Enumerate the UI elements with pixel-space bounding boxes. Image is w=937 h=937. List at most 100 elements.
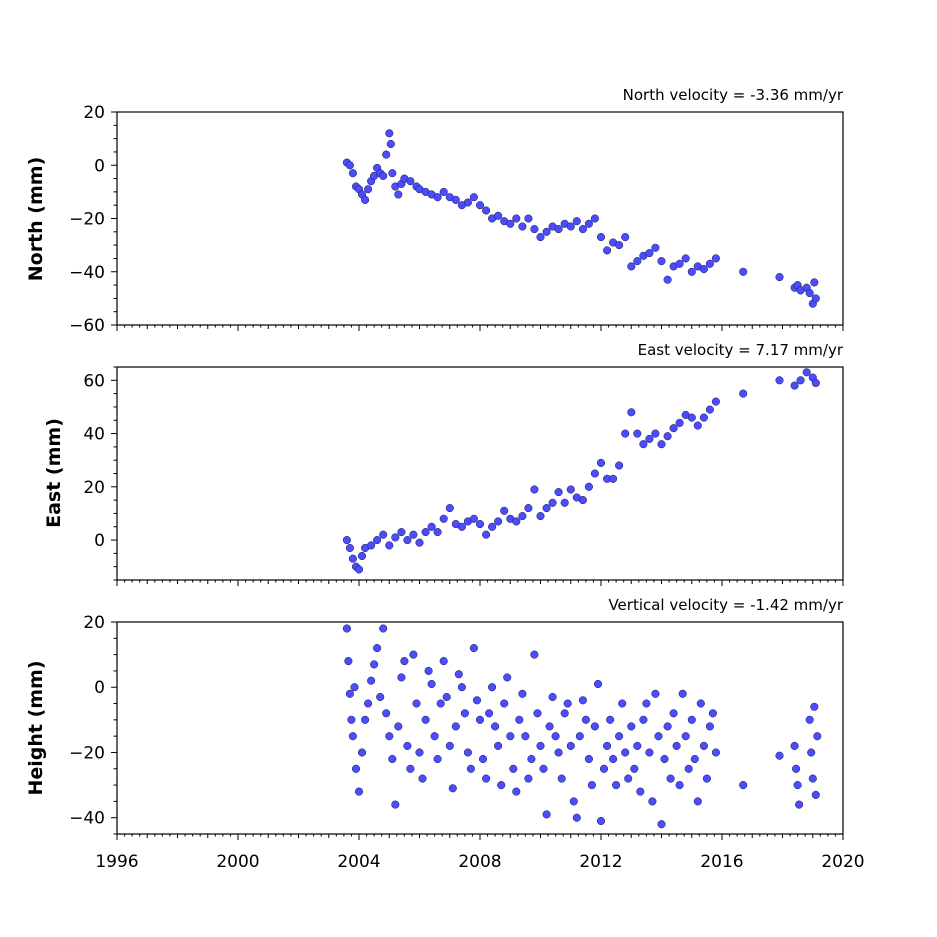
data-point	[681, 254, 690, 263]
data-point	[379, 624, 388, 633]
y-tick-label: 20	[83, 103, 105, 123]
east-y-ticks: 0 20 40 60	[83, 366, 117, 581]
data-point	[382, 150, 391, 159]
data-point	[482, 530, 491, 539]
data-point	[663, 722, 672, 731]
data-point	[472, 696, 482, 705]
y-tick-label: 20	[83, 613, 105, 633]
data-point	[657, 257, 666, 266]
data-point	[590, 214, 599, 223]
data-point	[385, 732, 394, 741]
data-point	[409, 530, 418, 539]
y-tick-label: −40	[69, 263, 105, 283]
data-point	[518, 222, 527, 231]
data-point	[560, 498, 569, 507]
data-point	[702, 774, 711, 783]
data-point	[660, 754, 669, 764]
x-tick-label: 2020	[821, 852, 864, 872]
data-point	[609, 754, 618, 764]
east-points	[342, 368, 820, 574]
data-point	[376, 692, 385, 702]
data-point	[482, 206, 491, 215]
data-point	[545, 722, 554, 731]
x-tick-label: 2016	[700, 852, 743, 872]
data-point	[678, 689, 687, 698]
data-point	[578, 225, 587, 234]
data-point	[813, 732, 822, 741]
data-point	[811, 790, 820, 799]
data-point	[566, 222, 575, 231]
data-point	[445, 741, 454, 750]
y-tick-label: −40	[69, 809, 105, 829]
data-point	[388, 754, 397, 764]
data-point	[345, 689, 354, 698]
data-point	[615, 241, 624, 250]
data-point	[348, 169, 357, 178]
data-point	[379, 530, 388, 539]
data-point	[690, 754, 699, 764]
data-point	[554, 748, 563, 757]
north-x-ticks	[116, 325, 844, 331]
data-point	[575, 732, 584, 741]
data-point	[415, 748, 424, 757]
north-panel: North velocity = -3.36 mm/yr North (mm) …	[25, 86, 844, 336]
data-point	[633, 429, 642, 438]
data-point	[524, 774, 533, 783]
data-point	[669, 424, 678, 433]
data-point	[488, 683, 497, 692]
data-point	[421, 715, 430, 724]
data-point	[342, 624, 351, 633]
data-point	[672, 741, 681, 750]
y-tick-label: 20	[83, 478, 105, 498]
data-point	[693, 421, 702, 430]
data-point	[348, 732, 357, 741]
data-point	[354, 787, 364, 796]
data-point	[645, 249, 654, 258]
data-point	[357, 748, 367, 757]
data-point	[609, 474, 618, 483]
y-tick-label: 60	[83, 371, 105, 391]
data-point	[696, 699, 705, 708]
x-tick-label: 1996	[95, 852, 138, 872]
data-point	[415, 538, 424, 547]
data-point	[584, 754, 593, 764]
data-point	[475, 715, 485, 724]
x-tick-label: 2004	[337, 852, 380, 872]
data-point	[639, 440, 648, 449]
data-point	[433, 528, 442, 537]
data-point	[633, 257, 642, 266]
data-point	[436, 699, 445, 708]
data-point	[566, 741, 575, 750]
data-point	[548, 692, 557, 702]
data-point	[599, 764, 609, 773]
data-point	[397, 528, 406, 537]
data-point	[412, 699, 421, 708]
data-point	[645, 434, 654, 443]
data-point	[681, 732, 690, 741]
data-point	[515, 715, 524, 724]
data-point	[693, 797, 702, 806]
data-point	[642, 699, 651, 708]
data-point	[391, 533, 400, 542]
data-point	[451, 722, 460, 731]
data-point	[675, 259, 684, 268]
data-point	[364, 185, 373, 194]
data-point	[478, 754, 488, 764]
data-point	[705, 259, 714, 268]
data-point	[596, 816, 606, 826]
data-point	[345, 161, 354, 170]
height-y-ticks: −40 −20 0 20	[69, 613, 117, 835]
data-point	[373, 644, 382, 653]
y-tick-label: 0	[94, 678, 105, 698]
data-point	[663, 275, 672, 284]
data-point	[536, 233, 545, 242]
data-point	[708, 709, 717, 718]
data-point	[524, 504, 533, 513]
data-point	[811, 294, 820, 303]
data-point	[442, 692, 451, 702]
data-point	[539, 764, 548, 773]
data-point	[663, 432, 672, 441]
data-point	[612, 781, 621, 790]
data-point	[536, 741, 545, 750]
